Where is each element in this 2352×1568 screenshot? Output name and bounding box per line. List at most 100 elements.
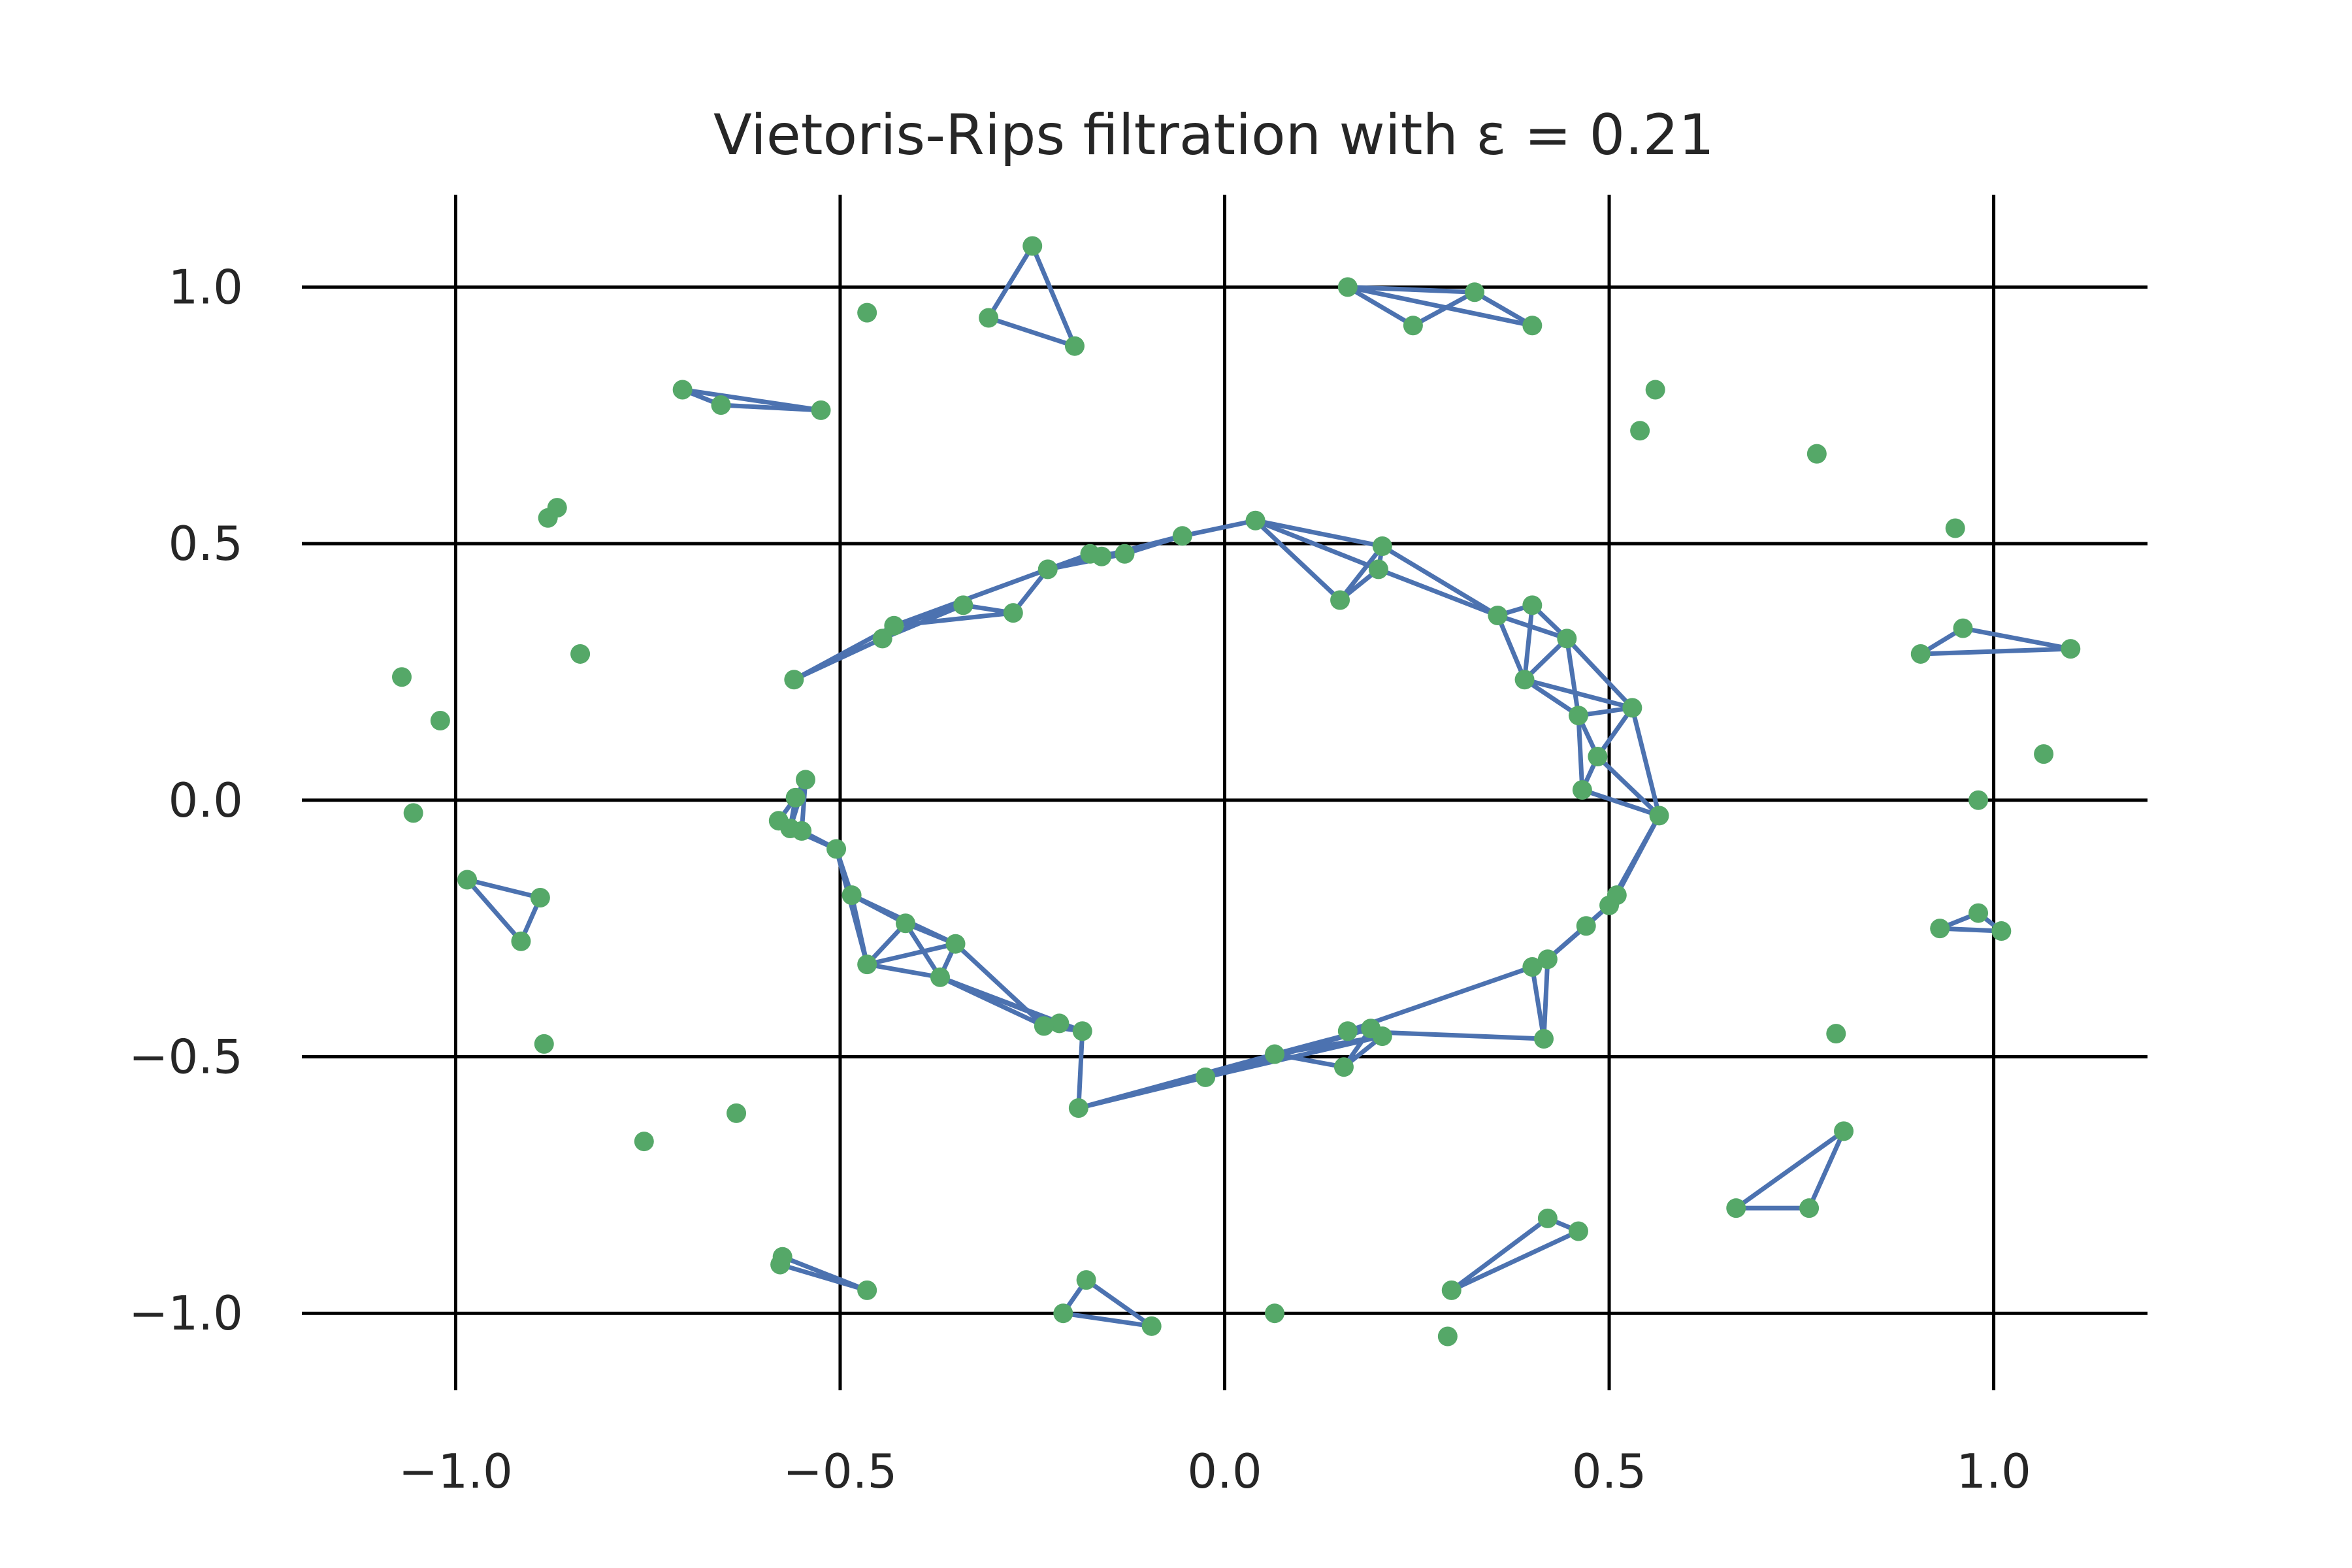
edge	[1595, 705, 1635, 759]
edge	[891, 610, 1016, 629]
data-point	[1141, 1316, 1162, 1336]
data-point	[727, 1103, 747, 1123]
edge	[777, 1262, 870, 1293]
edge	[465, 877, 523, 944]
data-point	[1930, 919, 1950, 939]
edge	[1253, 518, 1381, 572]
rips-edges	[465, 244, 2073, 1329]
data-point	[2034, 744, 2054, 764]
data-point	[1245, 510, 1266, 531]
data-point	[1522, 957, 1543, 977]
data-point	[1537, 1208, 1558, 1228]
data-point	[1003, 603, 1023, 623]
data-point	[1826, 1024, 1846, 1044]
data-point	[770, 1254, 791, 1275]
data-point	[1337, 277, 1358, 297]
data-point	[1372, 536, 1392, 557]
y-tick-label: −0.5	[129, 1029, 243, 1084]
edge	[1806, 1128, 1846, 1211]
data-point	[884, 615, 904, 636]
edge	[1449, 1216, 1550, 1293]
data-point	[1806, 444, 1827, 464]
data-point	[530, 888, 550, 908]
data-point	[1076, 1270, 1096, 1290]
data-point	[1465, 282, 1485, 302]
data-point	[784, 670, 804, 690]
edge	[465, 877, 543, 900]
edge	[1961, 626, 2073, 651]
edge	[1522, 677, 1635, 710]
y-tick-label: −1.0	[129, 1286, 243, 1341]
data-point	[1568, 1221, 1588, 1241]
data-point	[534, 1034, 554, 1054]
data-point	[1953, 618, 1973, 638]
data-point	[841, 885, 862, 906]
x-tick-label: 0.5	[1572, 1444, 1647, 1499]
edge	[953, 941, 1047, 1028]
data-point	[1196, 1067, 1216, 1087]
edge	[1522, 636, 1569, 682]
edge	[1541, 956, 1550, 1041]
edge	[834, 846, 870, 967]
data-point	[672, 380, 693, 400]
data-point	[795, 770, 815, 790]
edge	[1918, 646, 2073, 657]
y-tick-label: 1.0	[168, 259, 243, 314]
edge	[1253, 518, 1343, 602]
edge	[1595, 754, 1662, 818]
edge	[1060, 1311, 1154, 1329]
edge	[1522, 677, 1581, 718]
data-point	[1622, 698, 1642, 718]
data-point	[1645, 380, 1665, 400]
edge	[1345, 284, 1416, 328]
data-points	[392, 236, 2081, 1347]
edge	[1380, 544, 1500, 618]
data-point	[1437, 1326, 1458, 1347]
edge	[1576, 713, 1585, 792]
edge	[1180, 518, 1258, 538]
y-tick-labels: −1.0 −0.5 0.0 0.5 1.0	[129, 259, 243, 1341]
x-tick-label: 0.0	[1187, 1444, 1262, 1499]
data-point	[1488, 606, 1508, 626]
data-point	[811, 400, 831, 420]
edge	[1345, 964, 1535, 1034]
data-point	[1333, 1057, 1354, 1077]
edge	[1545, 903, 1612, 962]
edge	[891, 566, 1051, 629]
data-point	[1034, 1016, 1054, 1036]
grid	[302, 195, 2148, 1390]
x-tick-label: 1.0	[1956, 1444, 2031, 1499]
data-point	[1265, 1303, 1285, 1324]
edge	[680, 387, 824, 413]
data-point	[1537, 949, 1558, 970]
data-point	[547, 498, 567, 518]
data-point	[1337, 1021, 1358, 1041]
data-point	[570, 644, 591, 664]
data-point	[1072, 1021, 1092, 1041]
data-point	[1403, 316, 1423, 336]
data-point	[1630, 421, 1650, 441]
data-point	[1330, 590, 1350, 610]
edge	[1099, 533, 1185, 559]
edge	[1580, 787, 1662, 818]
chart-title: Vietoris-Rips filtration with ε = 0.21	[713, 103, 1714, 168]
data-point	[1572, 780, 1592, 800]
data-point	[1049, 1013, 1070, 1034]
data-point	[1092, 546, 1112, 566]
data-point	[1514, 670, 1535, 690]
edge	[1564, 636, 1581, 718]
edge	[1076, 1028, 1085, 1111]
data-point	[1064, 336, 1085, 356]
data-point	[872, 629, 892, 649]
edge	[1084, 1277, 1154, 1329]
data-point	[1991, 921, 2012, 941]
edge	[1253, 518, 1385, 549]
edge	[1529, 964, 1546, 1041]
data-point	[826, 839, 847, 859]
data-point	[1799, 1198, 1820, 1218]
data-point	[1053, 1303, 1073, 1324]
edge	[986, 315, 1077, 349]
data-point	[930, 967, 950, 987]
data-point	[896, 913, 916, 934]
